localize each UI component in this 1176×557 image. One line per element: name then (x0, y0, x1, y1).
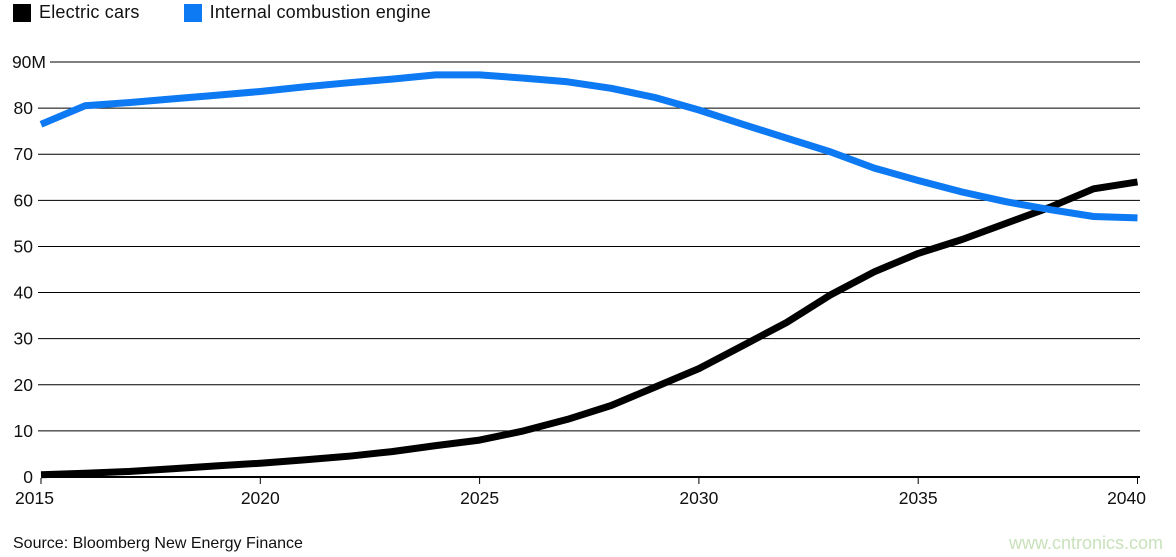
source-note: Source: Bloomberg New Energy Finance (13, 535, 303, 552)
y-axis-tick-label: 40 (14, 283, 34, 303)
legend-label-electric-cars: Electric cars (39, 2, 140, 22)
legend-item-electric-cars: Electric cars (13, 2, 140, 23)
y-axis-tick-label: 70 (14, 144, 34, 164)
x-axis-tick-label: 2015 (15, 488, 54, 508)
y-axis-tick-label: 60 (14, 190, 34, 210)
series-line-electric-cars (40, 178, 1139, 479)
ice-swatch-icon (183, 3, 202, 22)
y-axis-tick-label: 90M (12, 52, 46, 72)
legend-item-ice: Internal combustion engine (183, 2, 431, 23)
y-axis-tick-label: 80 (14, 98, 34, 118)
watermark: www.cntronics.com (1008, 533, 1163, 553)
x-axis-tick-label: 2040 (1107, 488, 1146, 508)
y-axis-tick-label: 10 (14, 421, 34, 441)
y-axis-tick-label: 0 (23, 467, 33, 487)
x-axis-tick-label: 2035 (899, 488, 938, 508)
y-axis-tick-label: 20 (14, 375, 34, 395)
x-axis-tick-label: 2025 (460, 488, 499, 508)
legend-label-ice: Internal combustion engine (209, 2, 431, 22)
series-line-internal-combustion-engine (39, 71, 1138, 222)
y-axis-tick-label: 30 (14, 329, 34, 349)
y-axis-tick-label: 50 (14, 236, 34, 256)
x-axis-tick-label: 2030 (679, 488, 718, 508)
x-axis-tick-label: 2020 (241, 488, 280, 508)
legend: Electric cars Internal combustion engine (13, 2, 431, 23)
electric-cars-swatch-icon (13, 3, 31, 22)
